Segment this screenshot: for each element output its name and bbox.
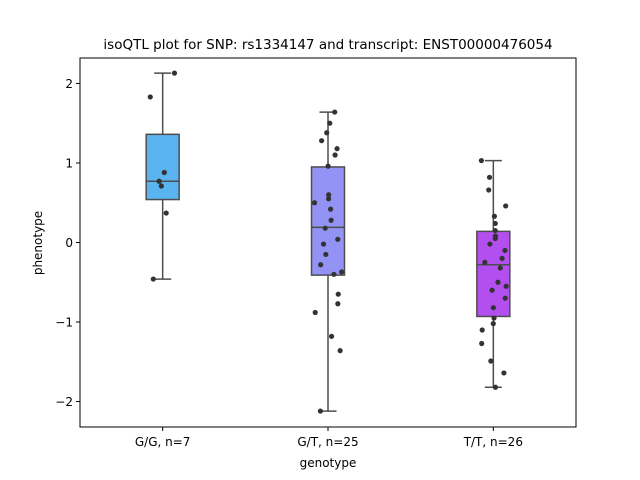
data-point <box>158 183 164 189</box>
data-point <box>487 241 493 247</box>
plot-area <box>145 70 511 414</box>
data-point <box>317 408 323 414</box>
x-tick-label: G/T, n=25 <box>297 435 358 449</box>
y-tick-label: 0 <box>65 236 73 250</box>
data-point <box>495 279 501 285</box>
box-0 <box>145 133 180 201</box>
box-2 <box>476 230 511 318</box>
data-point <box>492 384 499 390</box>
y-tick-label: 1 <box>65 156 73 170</box>
data-point <box>497 265 503 271</box>
x-axis-label: genotype <box>300 456 357 470</box>
data-point <box>163 210 169 216</box>
data-point <box>161 169 167 176</box>
data-point <box>478 157 485 164</box>
data-point <box>491 315 497 321</box>
data-point <box>150 276 156 282</box>
box-1 <box>310 166 346 276</box>
data-point <box>334 146 340 152</box>
data-point <box>502 295 508 301</box>
data-point <box>479 340 485 347</box>
data-point <box>320 241 327 247</box>
data-point <box>335 291 341 297</box>
data-point <box>479 327 485 333</box>
data-point <box>325 163 331 169</box>
data-point <box>482 259 488 265</box>
data-point <box>327 206 334 212</box>
data-point <box>492 227 498 234</box>
data-point <box>332 109 338 115</box>
data-point <box>492 220 498 227</box>
data-point <box>489 287 495 293</box>
data-point <box>328 333 335 339</box>
data-point <box>322 225 328 231</box>
data-point <box>147 94 153 100</box>
data-point <box>156 178 162 184</box>
data-point <box>326 192 332 198</box>
data-point <box>311 200 318 206</box>
data-point <box>323 251 329 258</box>
data-point <box>499 255 505 262</box>
chart-title: isoQTL plot for SNP: rs1334147 and trans… <box>103 37 552 53</box>
data-point <box>331 271 337 277</box>
axes: −2 −1 0 1 2 G/G, n=7 G/T, n=25 T/T, n=26 <box>55 57 577 449</box>
data-point <box>503 203 509 209</box>
data-point <box>492 235 498 242</box>
x-tick-label: G/G, n=7 <box>135 435 191 449</box>
y-tick-label: −2 <box>55 395 73 409</box>
y-tick-label: −1 <box>55 316 73 330</box>
data-point <box>486 174 493 180</box>
data-point <box>503 283 509 289</box>
y-tick-label: 2 <box>65 77 73 91</box>
x-tick-label: T/T, n=26 <box>463 435 523 449</box>
data-point <box>502 247 508 254</box>
data-point <box>486 187 492 193</box>
data-point <box>501 370 507 376</box>
data-point <box>318 262 324 268</box>
data-point <box>326 196 332 202</box>
data-point <box>332 152 338 158</box>
data-point <box>171 70 178 76</box>
data-point <box>319 138 325 144</box>
data-point <box>328 217 334 223</box>
data-point <box>335 236 341 242</box>
data-point <box>490 305 496 311</box>
data-point <box>327 120 333 126</box>
data-point <box>339 269 345 275</box>
data-point <box>488 358 494 364</box>
data-point <box>337 348 343 354</box>
data-point <box>324 130 330 136</box>
data-point <box>335 301 341 307</box>
y-axis-label: phenotype <box>31 211 45 275</box>
data-point <box>491 213 497 219</box>
data-point <box>312 309 318 316</box>
data-point <box>490 321 496 327</box>
